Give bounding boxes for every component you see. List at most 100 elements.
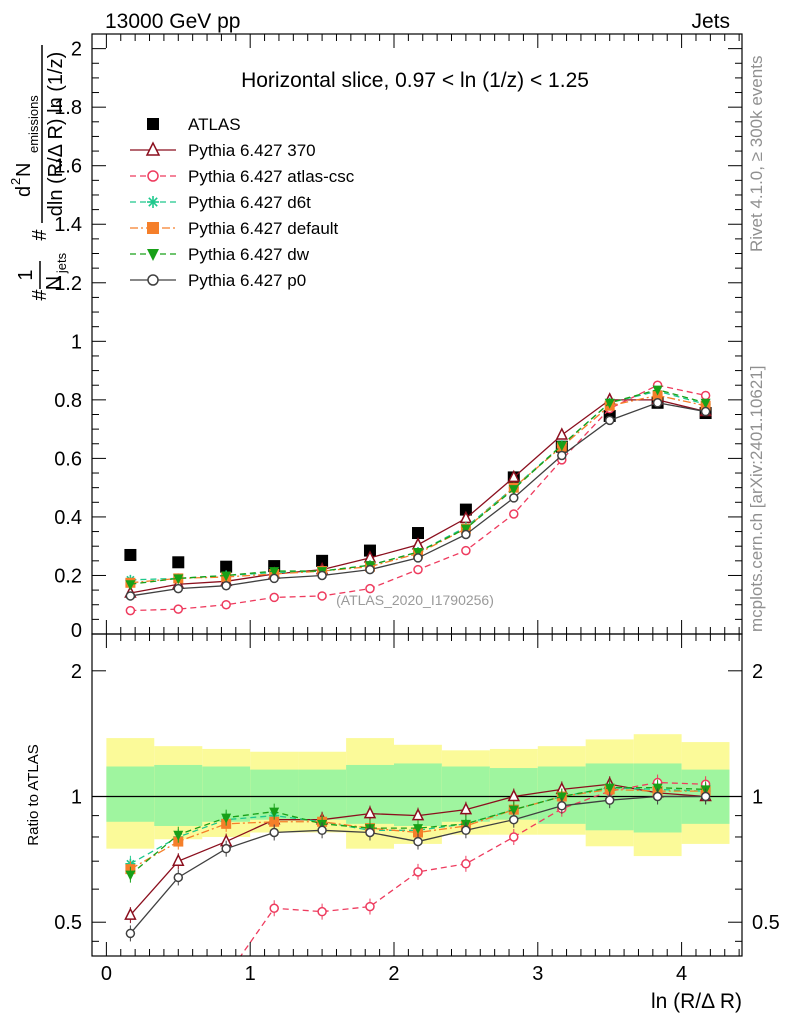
ratio-y-tick-label: 0.5 [54,912,82,934]
point-dw [173,574,184,585]
ratio-point-p0 [604,795,615,805]
ratio-point-p0 [509,814,519,825]
y-label-frac1-den-sub: jets [54,252,69,274]
ratio-point-dw [221,813,232,824]
legend-marker [147,222,159,234]
ratio-point-p370 [507,788,520,802]
ratio-point-default [269,816,280,827]
point-atlas [172,556,185,569]
point-p0 [652,398,663,408]
legend-label: Pythia 6.427 370 [188,141,316,160]
point-p0 [509,493,519,503]
ratio-point-p370 [363,805,377,819]
point-dw [221,571,232,582]
legend-label: Pythia 6.427 default [188,219,339,238]
ratio-point-p0 [173,872,184,883]
ratio-point-p0 [413,836,423,847]
point-dw [604,398,615,409]
ratio-series [124,774,712,1024]
ratio-point-p370 [124,907,137,920]
legend-item-p0: Pythia 6.427 p0 [130,271,306,290]
point-csc [413,564,423,575]
point-p0 [365,564,375,575]
mcplots-label: mcplots.cern.ch [arXiv:2401.10621] [747,366,766,632]
point-dw [652,385,663,396]
y-label-frac1-den: N [43,276,65,290]
ratio-series-p0 [125,788,711,942]
ratio-y-tick-label-right: 0.5 [752,912,780,934]
ratio-series-dw [125,779,711,883]
y-label-frac2-num-sup: 2 [8,178,23,185]
uncertainty-band-inner [106,766,155,822]
rivet-label: Rivet 4.1.0, ≥ 300k events [747,56,766,252]
ratio-point-csc [269,903,279,914]
ratio-point-dw [173,830,184,841]
point-dw [556,441,567,452]
y-tick-label: 1 [71,331,82,353]
ratio-point-csc [365,901,375,912]
tick-labels: 0.2 0.4 0.6 0.8 1 1.2 1.4 1.6 1.8 2 0 0.5 0.5 1 1 2 2 0 1 2… [54,39,780,985]
point-p0 [221,580,231,591]
x-tick-label: 2 [388,963,399,985]
point-csc [317,591,327,601]
ratio-point-dw [508,805,519,816]
point-dw [269,567,280,578]
y-label-frac2-num-sub: emissions [26,95,41,153]
point-p0 [461,529,471,540]
point-atlas [412,527,425,540]
point-p0 [557,450,567,461]
legend-label: Pythia 6.427 d6t [188,193,311,212]
point-csc [125,605,136,616]
y-label-hash-2: # [29,229,51,241]
point-csc [461,545,471,556]
point-p0 [173,583,184,594]
point-csc [700,390,711,401]
header-right: Jets [691,10,730,33]
point-csc [221,599,231,610]
legend-item-default: Pythia 6.427 default [130,219,339,238]
ratio-point-csc [509,832,519,842]
ratio-point-dw [604,783,615,794]
axis-ticks [92,33,742,956]
point-p0 [604,415,615,426]
y-tick-label: 1.4 [54,214,82,236]
main-series [124,380,712,616]
point-dw [125,580,136,591]
ratio-point-csc [126,1017,134,1024]
legend-marker [147,170,159,182]
point-p0 [317,570,327,581]
x-tick-label: 4 [676,963,687,985]
y-tick-label: 1.2 [54,273,82,295]
point-p370 [555,427,569,440]
legend-label: ATLAS [188,115,241,134]
legend-marker [147,274,159,286]
point-csc [269,592,279,603]
ratio-point-p370 [411,807,425,821]
ratio-point-p0 [700,791,711,802]
legend-marker [145,141,161,156]
ratio-y-tick-label: 1 [71,787,82,809]
ratio-point-csc [317,906,327,917]
y-tick-label: 2 [71,39,82,61]
point-p0 [700,406,711,417]
point-dw [460,524,471,535]
ratio-point-dw [413,824,424,835]
ratio-point-p0 [317,825,327,836]
ratio-frame [91,633,743,957]
ratio-point-csc [174,983,182,991]
y-tick-label: 0.4 [54,507,82,529]
axes-frames [91,33,743,957]
point-atlas [220,560,233,573]
x-tick-label: 1 [245,963,256,985]
series-dw [125,385,711,591]
point-p370 [507,469,520,483]
ratio-point-p0 [125,928,136,939]
y-tick-label: 1.6 [54,156,82,178]
ratio-point-dw [125,870,136,881]
y-tick-label: 0.6 [54,448,82,470]
point-atlas [124,548,137,561]
ratio-y-axis-label: Ratio to ATLAS [25,744,42,845]
y-label-frac2-num-base: N [13,163,35,177]
ratio-y-tick-label-right: 1 [752,787,763,809]
